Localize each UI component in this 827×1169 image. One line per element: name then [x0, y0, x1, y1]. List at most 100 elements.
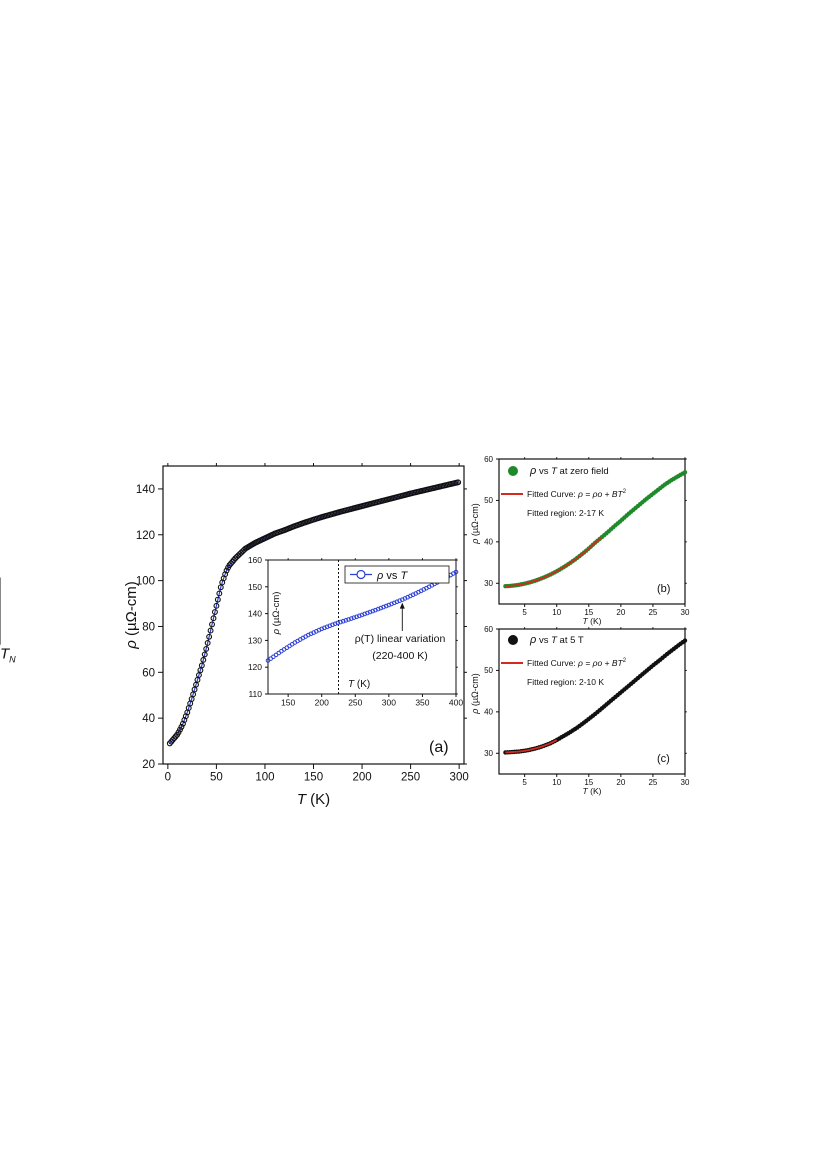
panel-label-a: (a): [429, 739, 449, 756]
y-axis-label-b: ρ (µΩ-cm): [470, 503, 480, 545]
y-axis-label: ρ (µΩ-cm): [123, 581, 140, 650]
data-point-a: [213, 602, 220, 609]
data-point-inset: [332, 621, 338, 627]
y-tick-label: 40: [484, 708, 493, 717]
data-point-inset: [346, 617, 351, 622]
x-tick-label: 350: [415, 698, 429, 708]
inset-annotation-line2: (220-400 K): [372, 650, 427, 662]
legend-series-b: ρ vs T at zero field: [529, 465, 609, 477]
x-tick-label: 15: [584, 778, 593, 787]
x-tick-label: 20: [616, 608, 625, 617]
legend-fit-label-c: Fitted Curve: ρ = ρo + BT2: [527, 658, 627, 668]
x-tick-label: 250: [348, 698, 362, 708]
data-point-a: [210, 615, 217, 622]
panel-label-b: (b): [657, 583, 670, 595]
data-point-inset: [373, 607, 378, 613]
data-point-inset: [367, 609, 373, 615]
y-tick-label: 100: [136, 576, 155, 588]
x-tick-label: 25: [648, 778, 657, 787]
inset-legend-box: [344, 565, 450, 584]
y-tick-label: 60: [484, 625, 493, 634]
y-tick-label: 110: [248, 689, 262, 699]
x-tick-label: 10: [552, 608, 561, 617]
legend-fit-region-b: Fitted region: 2-17 K: [527, 508, 604, 518]
y-tick-label: 60: [142, 667, 155, 679]
x-tick-label: 5: [522, 778, 527, 787]
inset-annotation-line1: ρ(T) linear variation: [355, 633, 446, 645]
data-point-a: [211, 609, 218, 615]
data-point-a: [222, 571, 229, 578]
data-point-inset: [362, 611, 367, 617]
x-tick-label: 0: [165, 772, 171, 784]
x-tick-label: 200: [315, 698, 329, 708]
chart-inset-a: 150 200 250 300 350 400 110 120 130 140 150 160 ρ vs…: [248, 555, 464, 708]
x-tick-label: 400: [449, 698, 463, 708]
y-tick-label: 120: [136, 530, 155, 542]
legend-series-c: ρ vs T at 5 T: [529, 634, 584, 646]
data-point-a: [455, 479, 462, 486]
inset-legend-marker: [356, 569, 366, 580]
data-point-inset: [383, 603, 389, 609]
chart-panel-a: 0 50 100 150 200 250 300 20 40 60 80 100 120 140 T (K)…: [0, 463, 469, 808]
y-tick-label: 30: [484, 579, 493, 588]
panel-label-c: (c): [657, 753, 670, 765]
inset-y-axis-label: ρ (µΩ-cm): [271, 592, 282, 636]
x-tick-label: 50: [210, 772, 223, 784]
data-point-inset: [453, 569, 459, 575]
plot-frame: [498, 628, 686, 775]
y-axis-label-c: ρ (µΩ-cm): [470, 673, 480, 715]
data-point-inset: [357, 613, 362, 619]
y-tick-label: 160: [248, 555, 262, 565]
legend-marker-c: [508, 635, 518, 645]
data-point-a: [207, 627, 214, 634]
data-point-inset: [359, 612, 365, 618]
inset-legend-label: ρ vs T: [376, 570, 408, 582]
x-tick-label: 30: [681, 778, 690, 787]
y-tick-label: 130: [248, 635, 262, 645]
inset-arrow-head: [399, 602, 405, 609]
x-tick-label: 10: [552, 778, 561, 787]
y-tick-label: 30: [484, 749, 493, 758]
data-point-inset: [381, 604, 386, 610]
x-tick-label: 15: [584, 608, 593, 617]
x-tick-label: 100: [255, 772, 274, 784]
x-axis-label-c: T (K): [583, 786, 602, 796]
data-point-inset: [338, 619, 343, 625]
y-tick-label: 50: [484, 496, 493, 505]
legend-fit-label-b: Fitted Curve: ρ = ρo + BT2: [527, 489, 627, 499]
data-point-inset: [370, 608, 376, 614]
data-point-a: [206, 633, 213, 640]
data-point-b: [682, 470, 688, 475]
x-tick-label: 150: [304, 772, 323, 784]
data-point-inset: [319, 626, 325, 632]
y-tick-label: 150: [248, 582, 262, 592]
y-tick-label: 140: [248, 609, 262, 619]
y-tick-label: 40: [142, 713, 155, 725]
data-point-inset: [340, 618, 346, 624]
data-point-a: [209, 621, 215, 628]
x-tick-label: 250: [401, 772, 420, 784]
x-tick-label: 25: [648, 608, 657, 617]
fit-curve-b: [505, 536, 603, 588]
chart-panel-b: 5 10 15 20 25 30 30 40 50 60 ρ vs T at zero field F…: [470, 455, 690, 626]
data-point-a: [200, 656, 207, 663]
y-tick-label: 120: [248, 662, 262, 672]
data-point-a: [204, 640, 211, 646]
data-point-inset: [343, 618, 349, 623]
data-point-inset: [375, 606, 381, 612]
data-point-a: [216, 590, 223, 597]
inset-x-axis-label: T (K): [348, 679, 370, 690]
data-point-a: [223, 567, 230, 574]
fit-curve-c: [505, 739, 558, 754]
data-point-inset: [351, 615, 357, 620]
data-point-inset: [354, 614, 359, 620]
x-tick-label: 300: [382, 698, 396, 708]
y-tick-label: 20: [142, 759, 155, 771]
y-tick-label: 140: [136, 484, 155, 496]
data-point-a: [178, 723, 185, 730]
data-point-inset: [324, 624, 330, 630]
legend-fit-region-c: Fitted region: 2-10 K: [527, 677, 604, 687]
data-point-inset: [327, 623, 333, 629]
x-tick-label: 300: [450, 772, 469, 784]
x-axis-label: T (K): [297, 791, 330, 808]
